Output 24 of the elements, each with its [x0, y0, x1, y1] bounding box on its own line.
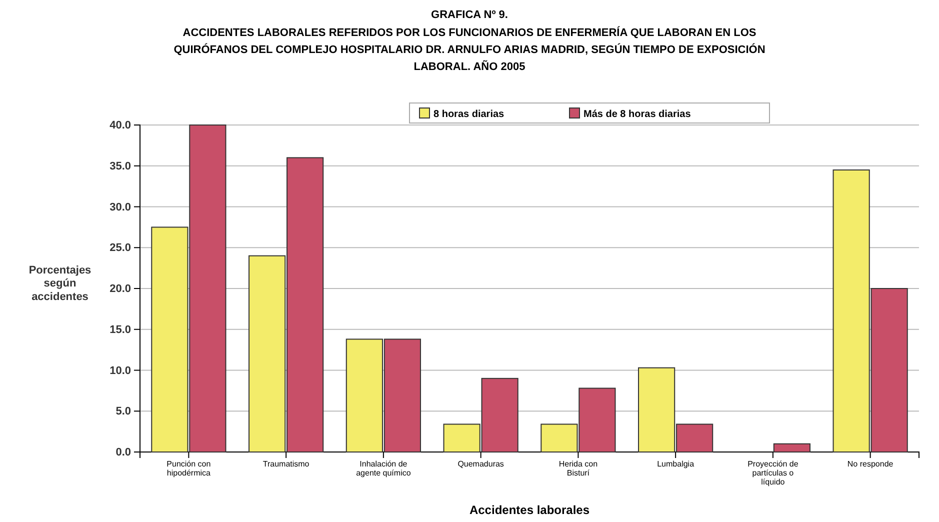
legend-label: Más de 8 horas diarias — [584, 109, 692, 120]
legend-label: 8 horas diarias — [434, 109, 505, 120]
x-tick-label: Quemaduras — [458, 460, 504, 469]
x-axis-title: Accidentes laborales — [469, 503, 590, 517]
y-tick-label: 25.0 — [110, 242, 131, 254]
x-tick-label: Traumatismo — [262, 460, 310, 469]
x-tick-label: Inhalación de agente químico — [356, 460, 412, 478]
y-tick-label: 20.0 — [110, 283, 131, 296]
chart-subtitle: ACCIDENTES LABORALES REFERIDOS POR LOS FUNCIONARIOS DE ENFERMERÍA QUE LABORAN EN LOS QUIRÓFANOS DEL COMPLEJO HOSPITALARIO DR. ARNULFO ARIAS MADRID, SEGÚN TIEMPO DE EXPOSICIÓN LABORAL. AÑO 2005 — [174, 26, 766, 73]
y-axis-title: Porcentajes según accidentes — [28, 264, 92, 303]
y-tick-label: 5.0 — [116, 406, 131, 418]
y-tick-label: 30.0 — [110, 201, 131, 214]
y-tick-label: 15.0 — [110, 324, 131, 336]
bar — [773, 443, 810, 452]
y-tick-label: 35.0 — [110, 160, 131, 172]
x-tick-label: Proyección de partículas o líquido — [748, 460, 799, 486]
y-tick-label: 0.0 — [116, 446, 131, 459]
x-tick-label: Lumbalgia — [657, 460, 695, 469]
chart-title: GRAFICA Nº 9. — [431, 9, 508, 21]
y-tick-label: 10.0 — [110, 364, 131, 377]
x-tick-label: Herida con Bisturí — [558, 460, 598, 478]
y-tick-label: 40.0 — [110, 120, 131, 132]
x-tick-label: No responde — [847, 460, 894, 469]
x-tick-label: Punción con hipodérmica — [166, 460, 212, 478]
